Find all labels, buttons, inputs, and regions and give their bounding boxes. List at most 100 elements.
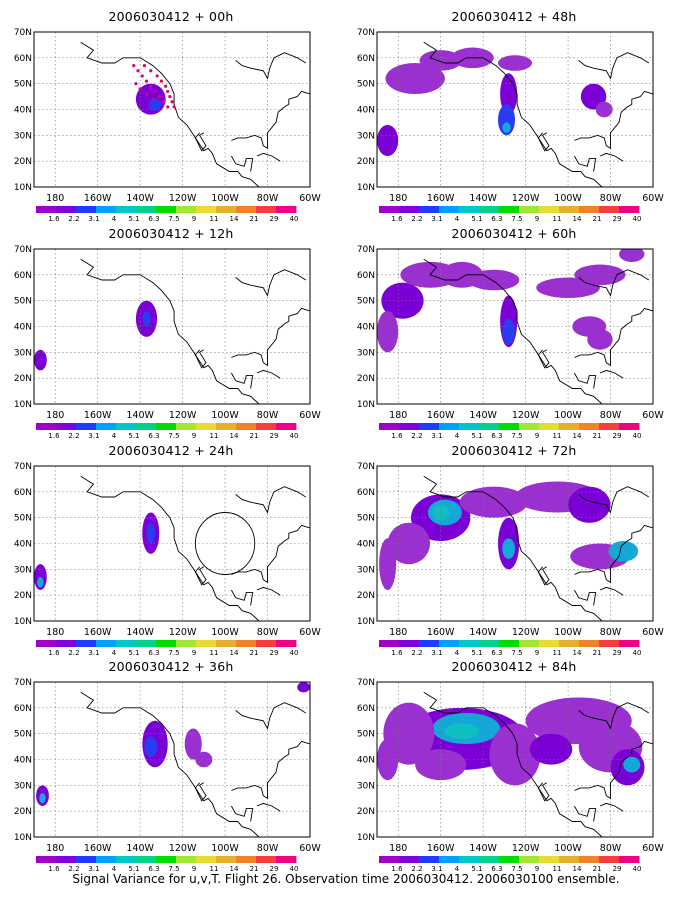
colorbar-swatch	[96, 423, 117, 430]
lat-tick-label: 10N	[357, 183, 375, 193]
colorbar-label: 5.1	[471, 215, 482, 223]
colorbar-label: 40	[290, 432, 299, 440]
lat-tick-label: 70N	[14, 28, 32, 38]
colorbar-label: 9	[535, 649, 539, 657]
lat-tick-label: 70N	[357, 462, 375, 472]
map-grid	[377, 249, 653, 404]
lon-tick-label: 60W	[642, 410, 664, 421]
colorbar-label: 29	[270, 865, 279, 873]
colorbar-swatch	[439, 856, 460, 863]
colorbar-swatch	[216, 640, 237, 647]
colorbar-label: 9	[535, 215, 539, 223]
colorbar-label: 29	[270, 649, 279, 657]
colorbar-swatch	[559, 206, 580, 213]
colorbar-swatch	[419, 206, 440, 213]
lon-tick-label: 60W	[299, 627, 321, 638]
colorbar-swatch	[236, 640, 257, 647]
lon-tick-label: 120W	[169, 410, 197, 421]
colorbar-swatch	[399, 640, 420, 647]
colorbar-swatch	[76, 206, 97, 213]
colorbar-label: 40	[633, 649, 642, 657]
colorbar-swatch	[76, 856, 97, 863]
colorbar-label: 2.2	[411, 865, 422, 873]
colorbar-label: 1.6	[391, 865, 403, 873]
colorbar-label: 21	[593, 432, 602, 440]
variance-contour	[39, 793, 46, 804]
lat-tick-label: 20N	[14, 591, 32, 601]
colorbar-label: 5.1	[471, 865, 482, 873]
colorbar-swatch	[539, 856, 560, 863]
lon-tick-label: 120W	[169, 843, 197, 854]
colorbar-label: 4	[112, 649, 117, 657]
map-grid	[377, 32, 653, 187]
colorbar-label: 3.1	[431, 865, 442, 873]
map-panel: 2006030412 + 60h 70N 60N 50N 40N 30N 20N 10N 180…	[349, 225, 679, 440]
variance-contour	[587, 329, 613, 350]
colorbar-swatch	[56, 640, 77, 647]
colorbar-swatch	[579, 423, 600, 430]
lon-tick-label: 180	[46, 843, 64, 854]
lat-tick-label: 70N	[14, 462, 32, 472]
colorbar-swatch	[176, 640, 197, 647]
colorbar-label: 29	[613, 649, 622, 657]
lat-tick-label: 70N	[357, 678, 375, 688]
colorbar-swatch	[36, 423, 57, 430]
lat-tick-label: 20N	[357, 157, 375, 167]
map-plot: 70N 60N 50N 40N 30N 20N 10N 180 160W 140W 120W 100W…	[357, 462, 665, 657]
colorbar-label: 3.1	[88, 865, 99, 873]
colorbar-swatch	[559, 640, 580, 647]
colorbar-label: 5.1	[128, 215, 139, 223]
lat-tick-label: 60N	[14, 271, 32, 281]
colorbar-label: 11	[210, 432, 219, 440]
colorbar-swatch	[419, 640, 440, 647]
lon-tick-label: 100W	[554, 627, 582, 638]
lat-tick-label: 30N	[14, 565, 32, 575]
colorbar-swatch	[236, 206, 257, 213]
colorbar-swatch	[419, 423, 440, 430]
lon-tick-label: 160W	[427, 843, 455, 854]
colorbar-swatch	[216, 856, 237, 863]
colorbar-swatch	[76, 423, 97, 430]
lon-tick-label: 160W	[427, 627, 455, 638]
colorbar-swatch	[196, 640, 217, 647]
colorbar-swatch	[116, 423, 137, 430]
colorbar-label: 14	[573, 215, 582, 223]
colorbar-swatch	[479, 206, 500, 213]
variance-contour	[568, 486, 611, 523]
lat-tick-label: 40N	[14, 756, 32, 766]
colorbar-label: 9	[535, 865, 539, 873]
map-grid	[34, 466, 310, 621]
colorbar-label: 2.2	[68, 649, 79, 657]
colorbar-swatch	[439, 423, 460, 430]
lat-tick-label: 20N	[357, 591, 375, 601]
variance-contour	[468, 269, 520, 291]
lat-tick-label: 20N	[14, 807, 32, 817]
panel-title: 2006030412 + 36h	[108, 659, 234, 674]
map-plot: 70N 60N 50N 40N 30N 20N 10N 180 160W 140W 120W 100W…	[14, 28, 322, 223]
colorbar-label: 4	[112, 865, 117, 873]
lat-tick-label: 70N	[357, 28, 375, 38]
colorbar-swatch	[379, 856, 400, 863]
map-grid	[34, 32, 310, 187]
lat-tick-label: 10N	[14, 183, 32, 193]
colorbar-swatch	[499, 206, 520, 213]
map-plot: 70N 60N 50N 40N 30N 20N 10N 180 160W 140W 120W 100W…	[357, 28, 665, 223]
colorbar-swatch	[256, 856, 277, 863]
colorbar-label: 11	[553, 649, 562, 657]
colorbar-swatch	[499, 423, 520, 430]
colorbar: 1.6 2.2 3.1 4 5.1 6.3 7.5 9 11 14 21 29 40	[379, 640, 641, 657]
lon-tick-label: 180	[46, 193, 64, 204]
colorbar-label: 7.5	[511, 649, 522, 657]
colorbar-label: 3.1	[88, 649, 99, 657]
colorbar-swatch	[399, 206, 420, 213]
colorbar-label: 14	[573, 432, 582, 440]
lon-tick-label: 100W	[211, 627, 239, 638]
colorbar-swatch	[156, 206, 177, 213]
colorbar-swatch	[116, 640, 137, 647]
variance-contour	[574, 264, 626, 286]
map-grid	[34, 249, 310, 404]
coastline	[423, 691, 653, 837]
colorbar: 1.6 2.2 3.1 4 5.1 6.3 7.5 9 11 14 21 29 40	[379, 206, 641, 223]
variance-contour	[498, 104, 516, 136]
colorbar-swatch	[136, 640, 157, 647]
